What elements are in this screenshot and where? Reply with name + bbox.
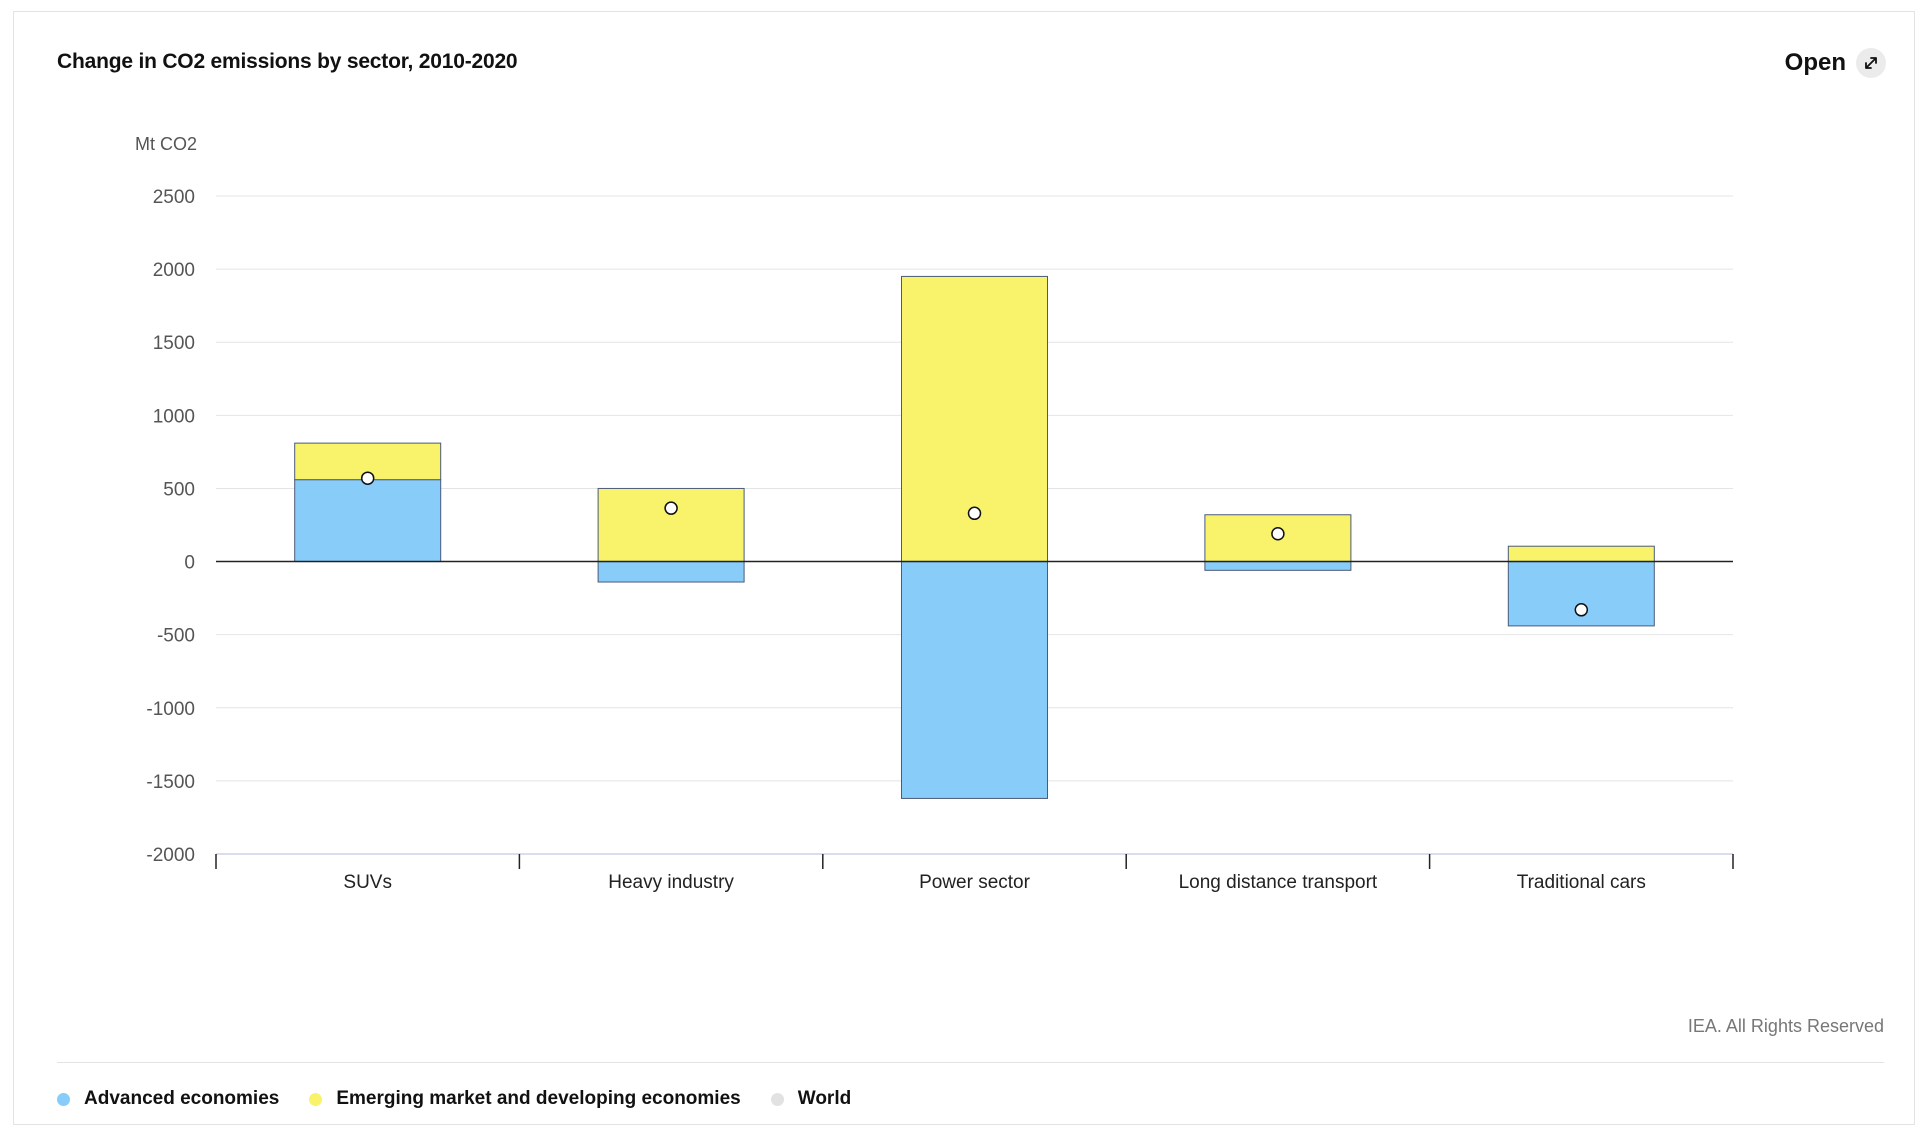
bar-emerging-economies [1507,545,1655,563]
y-tick-label: 1000 [153,406,195,427]
bar-advanced-economies [597,561,745,583]
world-point [1574,603,1589,617]
y-tick-label: 0 [184,553,195,574]
y-tick-label: -500 [157,626,195,647]
open-button-label: Open [1784,49,1846,76]
x-category-label: Power sector [919,872,1031,893]
x-category-label: Heavy industry [608,872,734,893]
world-point [967,506,982,521]
chart-legend: Advanced economies Emerging market and d… [57,1088,851,1110]
y-tick-label: 500 [163,479,195,500]
x-category-label: Long distance transport [1179,872,1378,893]
legend-label-advanced: Advanced economies [84,1088,280,1109]
bar-advanced-economies [1507,561,1655,627]
legend-divider [57,1062,1884,1063]
world-point [360,471,375,485]
bar-advanced-economies [294,479,442,563]
legend-dot-world [770,1092,784,1106]
x-category-label: SUVs [343,872,392,893]
legend-item-emerging[interactable]: Emerging market and developing economies [309,1088,741,1110]
y-tick-label: -1500 [146,772,195,793]
legend-label-world: World [797,1088,852,1109]
y-tick-label: 1500 [153,333,195,354]
open-button[interactable]: Open [1785,48,1886,78]
expand-arrows-icon [1856,48,1886,78]
legend-dot-emerging [309,1092,323,1106]
legend-dot-advanced [57,1092,70,1106]
y-tick-label: 2000 [153,260,195,281]
bar-advanced-economies [1204,561,1352,571]
copyright-text: IEA. All Rights Reserved [1687,1016,1884,1036]
y-tick-label: -2000 [146,845,195,866]
bar-advanced-economies [901,561,1048,799]
y-tick-label: -1000 [146,699,195,720]
y-axis-unit-label: Mt CO2 [135,134,197,154]
x-category-label: Traditional cars [1517,872,1646,893]
y-tick-label: 2500 [153,187,195,208]
legend-item-world[interactable]: World [770,1088,852,1110]
world-point [664,501,678,515]
chart-title: Change in CO2 emissions by sector, 2010-… [57,50,518,73]
legend-item-advanced[interactable]: Advanced economies [57,1088,279,1110]
world-point [1271,527,1285,541]
legend-label-emerging: Emerging market and developing economies [336,1088,741,1109]
bar-emerging-economies [597,487,745,563]
